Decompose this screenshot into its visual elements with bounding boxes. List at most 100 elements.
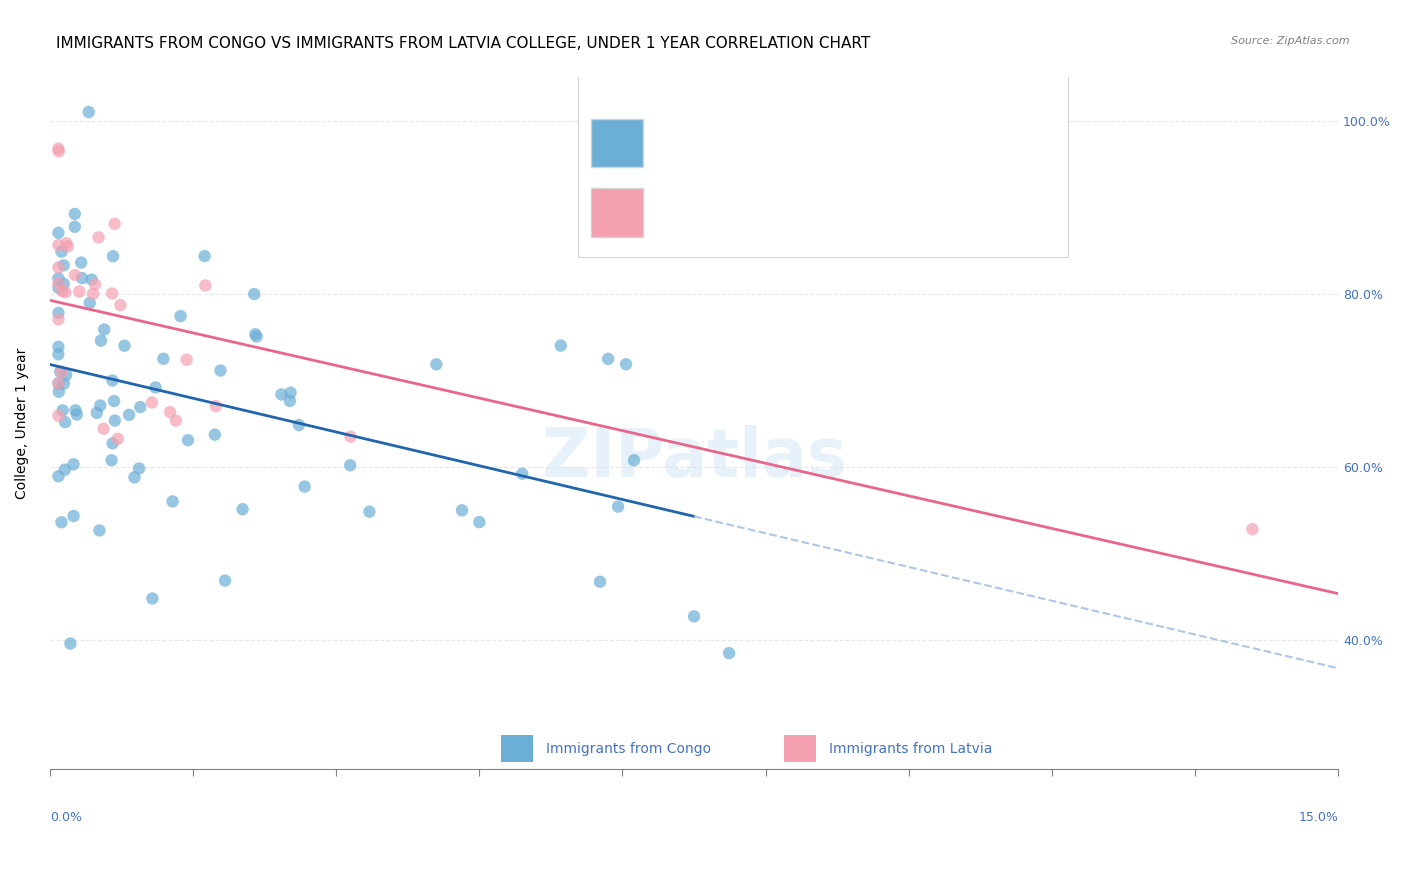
Point — [339, 430, 361, 444]
Text: Immigrants from Latvia: Immigrants from Latvia — [830, 741, 993, 756]
Point — [52, 258, 75, 272]
Point — [48, 384, 70, 399]
Text: 0.0%: 0.0% — [49, 811, 82, 824]
Point — [194, 249, 217, 263]
Point — [1241, 522, 1264, 536]
Point — [104, 217, 127, 231]
Point — [607, 500, 630, 514]
Point — [48, 376, 70, 391]
Point — [589, 574, 612, 589]
Point — [204, 399, 226, 413]
Point — [53, 415, 76, 429]
Point — [48, 145, 70, 159]
Text: R = -0.218   N = 80: R = -0.218 N = 80 — [662, 129, 811, 144]
Point — [103, 394, 125, 409]
Point — [718, 646, 741, 660]
Point — [93, 422, 115, 436]
Point — [86, 406, 108, 420]
Point — [114, 339, 136, 353]
Point — [209, 363, 232, 377]
Point — [52, 403, 75, 417]
Point — [93, 322, 115, 336]
Point — [62, 458, 84, 472]
Point — [49, 365, 72, 379]
Point — [270, 387, 292, 401]
Text: Source: ZipAtlas.com: Source: ZipAtlas.com — [1232, 36, 1350, 45]
Y-axis label: College, Under 1 year: College, Under 1 year — [15, 348, 30, 499]
Point — [48, 409, 70, 423]
Point — [110, 298, 132, 312]
Point — [294, 480, 316, 494]
Point — [55, 368, 77, 382]
Point — [48, 312, 70, 326]
Point — [59, 636, 82, 650]
Point — [214, 574, 236, 588]
Point — [90, 334, 112, 348]
Point — [101, 286, 124, 301]
Point — [53, 462, 76, 476]
Point — [48, 238, 70, 252]
Point — [246, 329, 269, 343]
Point — [48, 276, 70, 290]
Point — [87, 230, 110, 244]
Point — [100, 453, 122, 467]
Point — [101, 249, 124, 263]
Point — [177, 433, 200, 447]
Point — [48, 271, 70, 285]
FancyBboxPatch shape — [501, 735, 533, 763]
Point — [63, 268, 86, 282]
Point — [65, 403, 87, 417]
Point — [451, 503, 474, 517]
Point — [66, 408, 89, 422]
Point — [107, 432, 129, 446]
Point — [48, 260, 70, 275]
Point — [614, 357, 637, 371]
Text: 15.0%: 15.0% — [1298, 811, 1339, 824]
Point — [79, 296, 101, 310]
Point — [683, 609, 706, 624]
Point — [288, 418, 311, 433]
Point — [51, 515, 73, 529]
Point — [141, 591, 163, 606]
Point — [104, 413, 127, 427]
Point — [52, 277, 75, 291]
FancyBboxPatch shape — [591, 188, 643, 236]
Text: Immigrants from Congo: Immigrants from Congo — [546, 741, 711, 756]
Point — [245, 327, 267, 342]
Point — [67, 285, 90, 299]
Point — [176, 352, 198, 367]
Point — [77, 105, 100, 120]
Point — [48, 469, 70, 483]
Point — [63, 219, 86, 234]
Point — [550, 338, 572, 352]
Point — [278, 393, 301, 408]
Point — [48, 340, 70, 354]
Point — [89, 524, 111, 538]
Point — [51, 365, 73, 379]
Point — [48, 376, 70, 391]
Point — [118, 408, 141, 422]
Point — [101, 374, 124, 388]
FancyBboxPatch shape — [578, 63, 1067, 257]
FancyBboxPatch shape — [591, 119, 643, 168]
Point — [62, 509, 84, 524]
Point — [145, 380, 167, 394]
Point — [598, 351, 620, 366]
Point — [63, 207, 86, 221]
Point — [162, 494, 184, 508]
Point — [70, 255, 93, 269]
Point — [101, 436, 124, 450]
Point — [84, 277, 107, 292]
Text: ZIPatlas: ZIPatlas — [541, 425, 846, 491]
Point — [48, 226, 70, 240]
Point — [141, 395, 163, 409]
Point — [159, 405, 181, 419]
Point — [152, 351, 174, 366]
Point — [623, 453, 645, 467]
Point — [124, 470, 146, 484]
Point — [169, 309, 191, 323]
Point — [89, 399, 111, 413]
Point — [53, 285, 76, 300]
Point — [128, 461, 150, 475]
Point — [339, 458, 361, 473]
